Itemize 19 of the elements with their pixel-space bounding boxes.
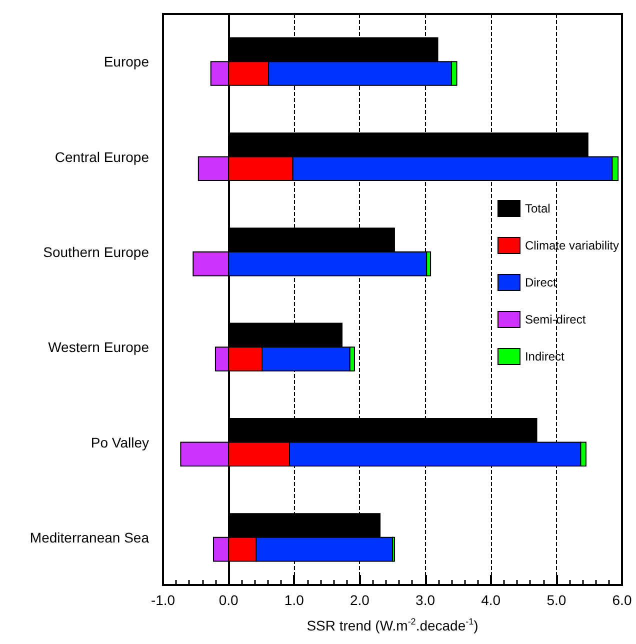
x-tick-label: 3.0 — [416, 592, 436, 608]
legend-label: Climate variability — [524, 238, 620, 252]
legend-label: Total — [524, 202, 550, 216]
legend-label: Indirect — [524, 350, 565, 364]
x-tick-label: 5.0 — [546, 592, 566, 608]
y-tick-label: Europe — [104, 54, 150, 70]
x-tick-label: -1.0 — [150, 592, 176, 608]
x-tick-label: 4.0 — [481, 592, 501, 608]
y-tick-label: Mediterranean Sea — [30, 529, 150, 546]
x-tick-label: 2.0 — [350, 592, 370, 608]
x-tick-label: 1.0 — [284, 592, 304, 608]
legend-label: Direct — [524, 276, 557, 290]
x-tick-label: 0.0 — [218, 592, 239, 608]
y-tick-label: Southern Europe — [43, 244, 150, 260]
y-tick-label: Western Europe — [48, 339, 150, 356]
y-tick-label: Po Valley — [90, 434, 149, 450]
y-tick-label: Central Europe — [54, 148, 150, 165]
x-tick-label: 6.0 — [612, 592, 632, 608]
legend-label: Semi-direct — [524, 312, 586, 326]
